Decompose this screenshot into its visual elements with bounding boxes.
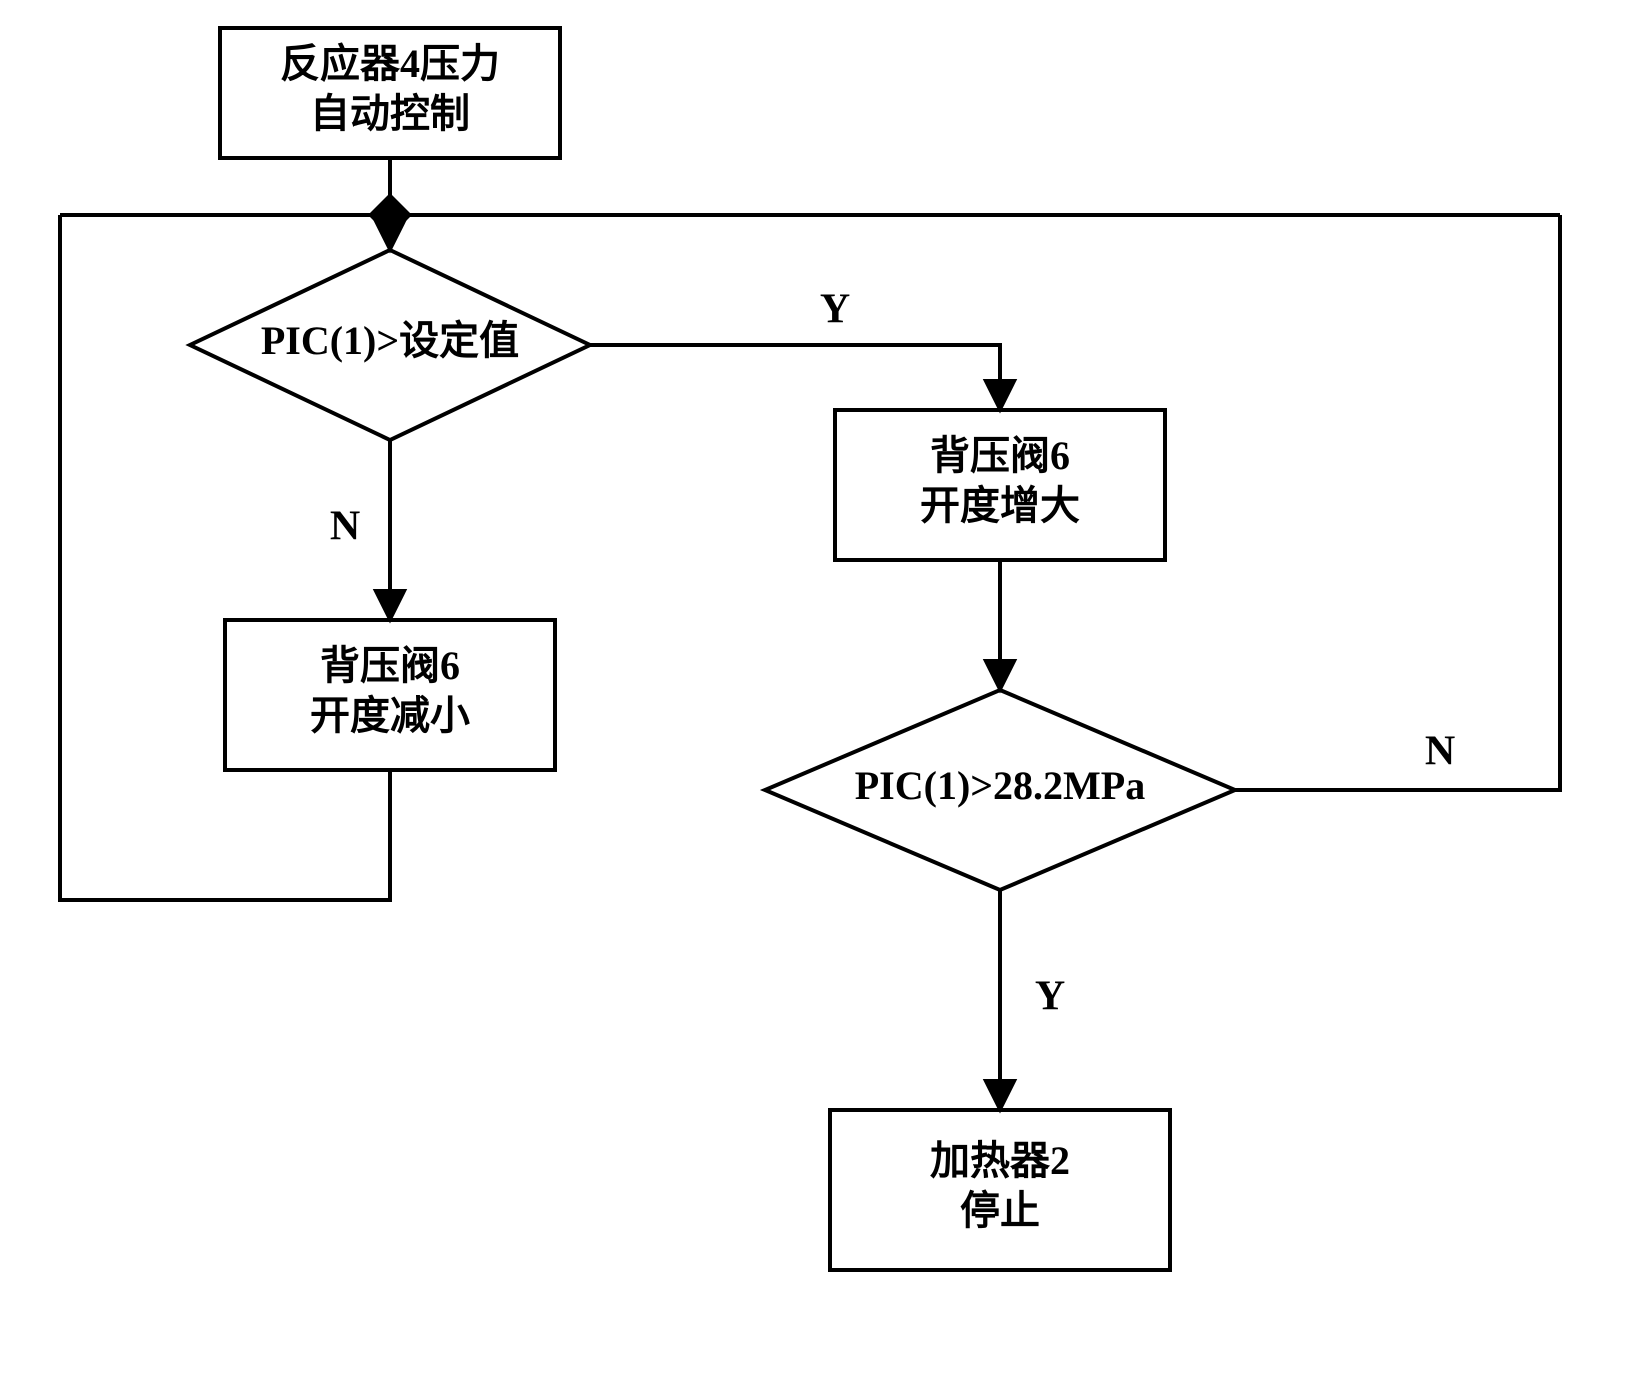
svg-text:PIC(1)>设定值: PIC(1)>设定值 <box>261 318 519 363</box>
svg-text:N: N <box>330 504 360 550</box>
svg-text:PIC(1)>28.2MPa: PIC(1)>28.2MPa <box>855 763 1146 808</box>
svg-text:加热器2: 加热器2 <box>930 1138 1070 1183</box>
svg-text:背压阀6: 背压阀6 <box>320 643 460 688</box>
svg-text:反应器4压力: 反应器4压力 <box>280 41 500 86</box>
svg-text:N: N <box>1425 729 1455 775</box>
svg-text:Y: Y <box>820 287 850 333</box>
svg-text:停止: 停止 <box>960 1188 1040 1233</box>
svg-text:开度减小: 开度减小 <box>310 693 470 738</box>
svg-text:自动控制: 自动控制 <box>310 91 470 136</box>
svg-text:背压阀6: 背压阀6 <box>930 433 1070 478</box>
svg-text:Y: Y <box>1035 974 1065 1020</box>
svg-text:开度增大: 开度增大 <box>920 483 1080 528</box>
